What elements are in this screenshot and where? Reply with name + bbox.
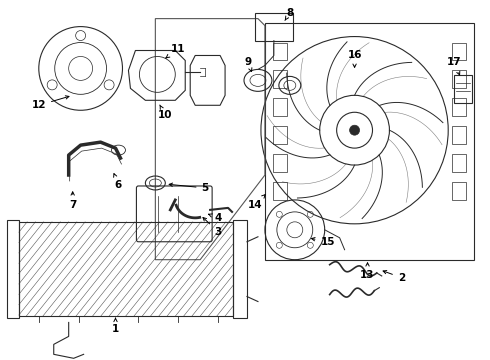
Bar xyxy=(7,220,19,319)
Bar xyxy=(273,182,287,200)
Bar xyxy=(454,75,472,103)
Text: 2: 2 xyxy=(383,271,405,283)
Text: 7: 7 xyxy=(69,192,76,210)
Bar xyxy=(452,182,466,200)
Bar xyxy=(273,154,287,172)
Text: 6: 6 xyxy=(114,174,122,190)
Text: 11: 11 xyxy=(166,44,186,58)
Bar xyxy=(452,126,466,144)
Bar xyxy=(452,42,466,60)
Text: 1: 1 xyxy=(112,318,119,334)
Bar xyxy=(265,23,474,260)
Text: 10: 10 xyxy=(158,105,172,120)
Bar xyxy=(273,98,287,116)
Bar xyxy=(452,98,466,116)
Circle shape xyxy=(349,125,360,135)
Text: 5: 5 xyxy=(169,183,209,193)
Text: 9: 9 xyxy=(245,58,252,71)
Bar xyxy=(452,154,466,172)
Text: 15: 15 xyxy=(312,237,335,247)
Bar xyxy=(233,220,247,319)
Bar xyxy=(452,71,466,88)
Text: 14: 14 xyxy=(247,195,265,210)
Bar xyxy=(273,126,287,144)
Text: 4: 4 xyxy=(209,213,222,223)
Text: 16: 16 xyxy=(347,50,362,67)
Text: 17: 17 xyxy=(447,58,462,75)
Bar xyxy=(273,71,287,88)
Bar xyxy=(255,13,293,41)
Bar xyxy=(273,42,287,60)
Bar xyxy=(19,222,233,316)
Text: 8: 8 xyxy=(285,8,294,21)
Text: 3: 3 xyxy=(203,217,222,237)
Text: 13: 13 xyxy=(360,263,375,280)
Text: 12: 12 xyxy=(31,96,69,110)
